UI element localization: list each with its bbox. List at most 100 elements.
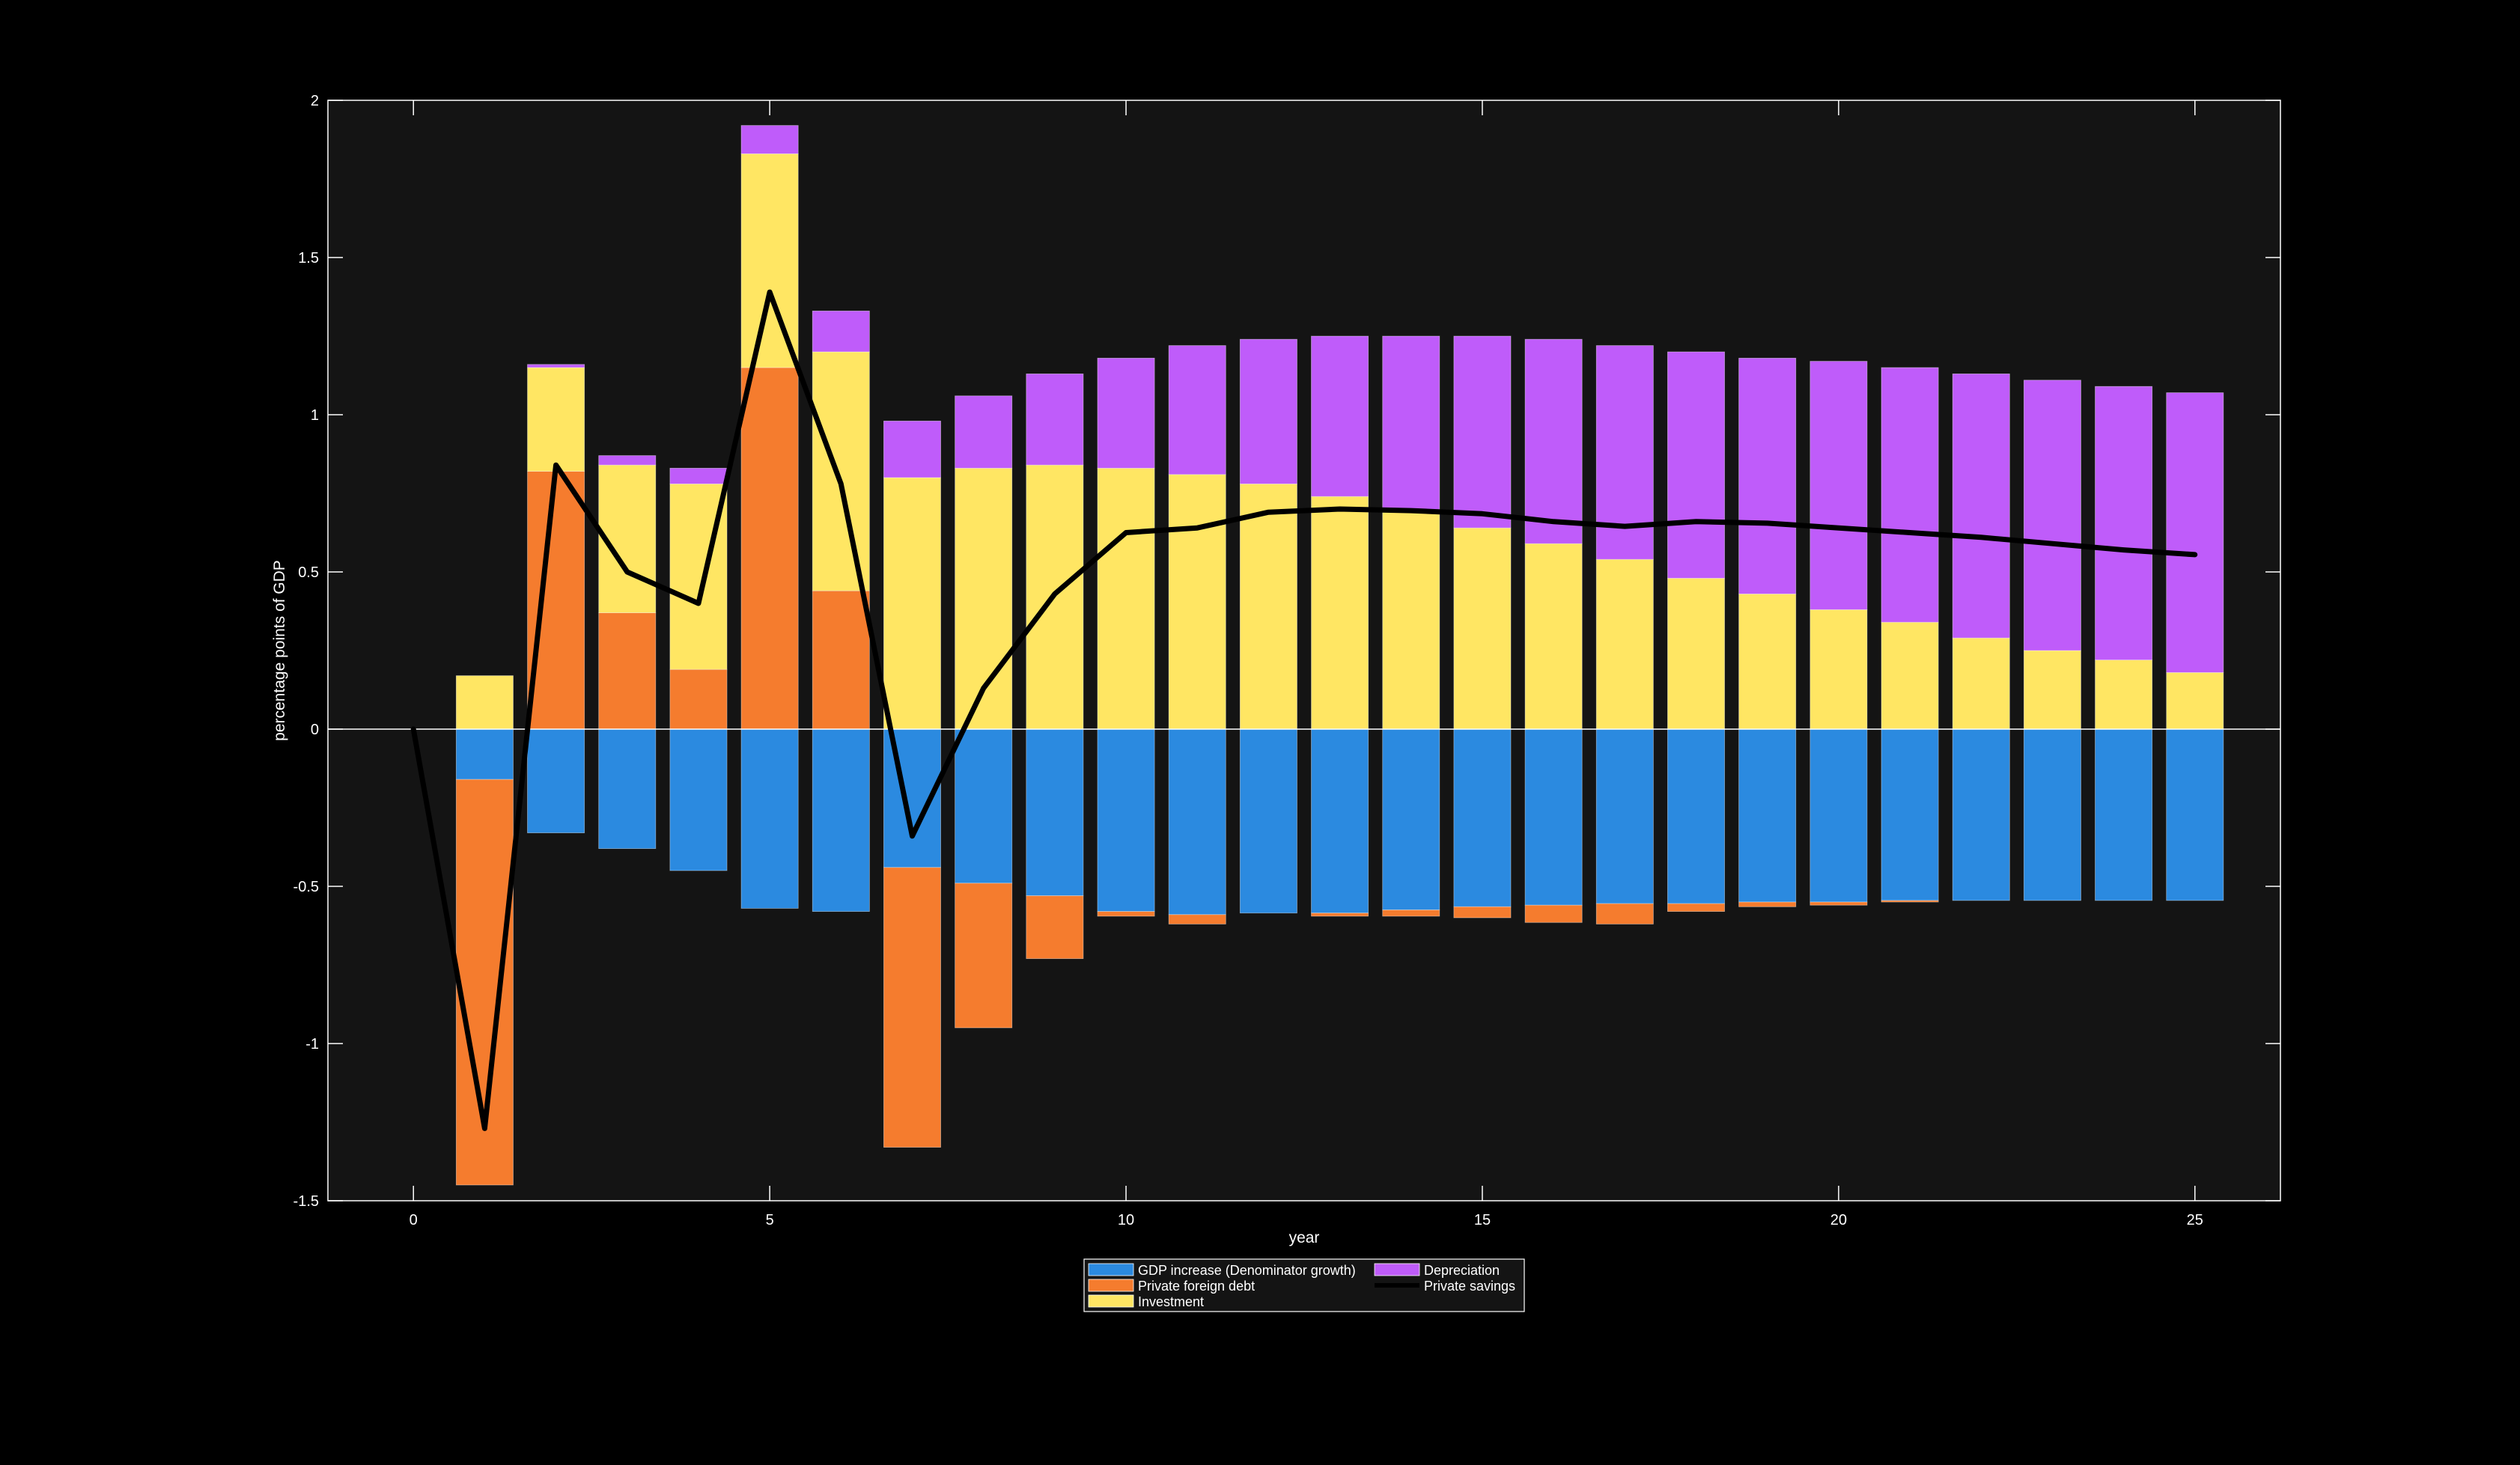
bar-segment (1453, 527, 1512, 730)
bar-segment (2095, 660, 2153, 730)
bar-segment (1524, 728, 1583, 906)
legend-entry-label: Depreciation (1424, 1263, 1500, 1278)
x-tick-label: 0 (410, 1212, 418, 1228)
bar-segment (1311, 728, 1369, 914)
bar-segment (1667, 578, 1725, 730)
bar-segment (1311, 913, 1369, 917)
bar-segment (1738, 728, 1797, 903)
bar-segment (740, 367, 799, 730)
bar-segment (1026, 728, 1084, 897)
bar-segment (527, 364, 585, 368)
bar-segment (1667, 903, 1725, 912)
legend-swatch (1088, 1263, 1134, 1276)
bar-segment (1595, 558, 1654, 730)
bar-segment (883, 421, 941, 478)
bar-segment (1952, 373, 2010, 639)
bar-segment (883, 477, 941, 730)
bar-segment (1881, 728, 1939, 901)
bar-segment (2095, 386, 2153, 661)
bar-segment (1097, 911, 1155, 917)
bar-segment (812, 310, 870, 353)
bar-segment (1026, 373, 1084, 466)
bar-segment (598, 612, 657, 730)
x-tick-label: 15 (1474, 1212, 1491, 1228)
bar-segment (1738, 594, 1797, 730)
bar-segment (1881, 900, 1939, 903)
bar-segment (1810, 609, 1868, 730)
bar-segment (1952, 637, 2010, 730)
bar-segment (527, 471, 585, 730)
bar-segment (883, 867, 941, 1148)
bar-segment (2166, 672, 2224, 730)
bar-segment (455, 675, 514, 730)
bar-segment (2023, 728, 2081, 901)
legend-box (1083, 1258, 1525, 1312)
x-tick-label: 25 (2187, 1212, 2203, 1228)
bar-segment (1952, 728, 2010, 901)
y-tick-label: 1.5 (298, 250, 319, 266)
y-axis-label: percentage points of GDP (271, 560, 288, 741)
legend-swatch (1088, 1294, 1134, 1308)
bar-segment (1311, 335, 1369, 497)
bar-segment (1239, 728, 1297, 914)
series-line-private-savings (410, 289, 2198, 1131)
bar-segment (812, 351, 870, 591)
bar-segment (812, 728, 870, 913)
y-tick-label: -1 (305, 1036, 319, 1053)
y-tick-label: 2 (311, 93, 319, 109)
bar-segment (1810, 728, 1868, 903)
bar-segment (2023, 650, 2081, 730)
bar-segment (1524, 543, 1583, 730)
bar-segment (1453, 335, 1512, 529)
bar-segment (669, 468, 728, 484)
bar-segment (598, 464, 657, 614)
legend-swatch (1088, 1279, 1134, 1292)
bar-segment (1881, 621, 1939, 730)
bar-segment (812, 590, 870, 730)
bar-segment (1097, 728, 1155, 913)
bar-segment (1168, 345, 1226, 475)
bar-segment (669, 668, 728, 730)
bar-segment (1881, 367, 1939, 623)
bar-segment (1595, 903, 1654, 925)
bar-segment (1168, 914, 1226, 925)
bar-segment (1667, 728, 1725, 904)
bar-segment (2166, 728, 2224, 901)
bar-segment (2166, 392, 2224, 673)
bar-segment (669, 728, 728, 871)
axes-layer: 0 5 10 15 20 25 -1.5 -1 -0.5 0 0.5 1 1.5 2 (293, 93, 2280, 1228)
bar-segment (598, 728, 657, 850)
bar-segment (455, 728, 514, 780)
bar-segment (1239, 484, 1297, 730)
bar-segment (1239, 338, 1297, 484)
x-tick-label: 5 (766, 1212, 774, 1228)
bar-segment (740, 728, 799, 909)
legend-entry-label: Investment (1138, 1294, 1204, 1309)
line-layer (410, 289, 2198, 1131)
bar-segment (955, 728, 1013, 884)
bar-segment (1810, 361, 1868, 610)
bar-segment (1382, 910, 1440, 917)
bar-segment (2023, 380, 2081, 651)
y-tick-label: -1.5 (293, 1193, 319, 1210)
y-tick-label: 0.5 (298, 564, 319, 581)
bar-segment (598, 455, 657, 466)
bar-segment (1524, 904, 1583, 923)
bar-segment (1453, 906, 1512, 919)
bar-segment (1168, 474, 1226, 730)
bar-segment (2095, 728, 2153, 901)
legend-swatch (1374, 1263, 1420, 1276)
bar-segment (1595, 728, 1654, 904)
bar-segment (1382, 728, 1440, 910)
legend: GDP increase (Denominator growth)Private… (1083, 1258, 1525, 1312)
bar-segment (527, 367, 585, 472)
bar-segment (740, 153, 799, 368)
bar-segment (955, 883, 1013, 1029)
bar-segment (1453, 728, 1512, 907)
bar-segment (1810, 901, 1868, 906)
bar-segment (1382, 511, 1440, 730)
y-tick-label: 1 (311, 407, 319, 424)
bar-segment (1097, 468, 1155, 730)
